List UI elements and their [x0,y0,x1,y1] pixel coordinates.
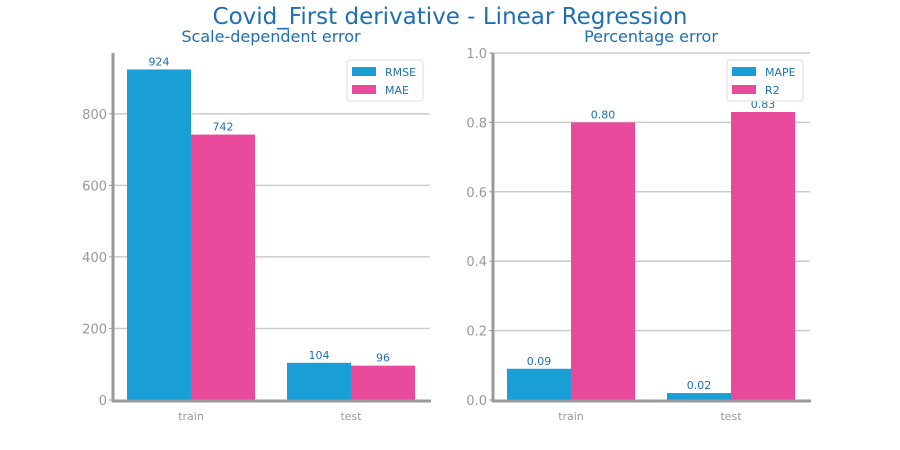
y-tick-label: 0.2 [466,325,487,340]
legend-label-rmse: RMSE [385,66,416,79]
figure-title: Covid_First derivative - Linear Regressi… [212,4,688,30]
x-tick-label: test [720,410,742,423]
legend-label-mae: MAE [385,84,409,97]
y-tick-label: 0.4 [466,255,487,270]
legend-swatch-r2 [732,85,756,94]
x-tick-label: test [340,410,362,423]
bar-rmse-test [287,362,351,400]
bar-mae-train [191,134,255,401]
y-tick-label: 0 [99,394,107,409]
panel-title-1: Scale-dependent error [181,27,361,46]
y-tick-label: 400 [82,251,107,266]
data-label: 742 [213,121,234,134]
legend-swatch-mape [732,67,756,76]
x-tick-label: train [178,410,204,423]
bar-mape-train [507,368,571,400]
data-label: 0.80 [591,108,616,121]
data-label: 96 [376,352,390,365]
data-label: 0.02 [687,379,712,392]
data-label: 924 [149,55,170,68]
y-tick-label: 1.0 [466,47,487,62]
bar-mae-test [351,365,415,400]
legend-label-r2: R2 [765,84,780,97]
y-tick-label: 600 [82,179,107,194]
y-tick-label: 0.6 [466,186,487,201]
legend-swatch-mae [352,85,376,94]
bar-rmse-train [127,69,191,400]
bar-r2-train [571,122,635,401]
panel-title-2: Percentage error [584,27,718,46]
data-label: 0.09 [527,355,552,368]
y-tick-label: 800 [82,108,107,123]
x-tick-label: train [558,410,584,423]
bar-mape-test [667,393,731,400]
legend-label-mape: MAPE [765,66,796,79]
bar-r2-test [731,111,795,401]
y-tick-label: 0.8 [466,116,487,131]
legend-swatch-rmse [352,67,376,76]
data-label: 104 [309,349,330,362]
y-tick-label: 0.0 [466,394,487,409]
y-tick-label: 200 [82,322,107,337]
